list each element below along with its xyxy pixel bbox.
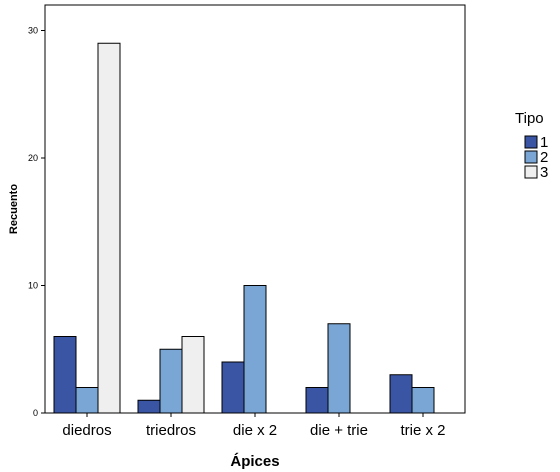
bars-group xyxy=(53,42,435,414)
x-tick-label: diedros xyxy=(62,422,111,439)
bar-series-1-diedros xyxy=(53,336,77,414)
legend-swatch-2 xyxy=(524,150,538,164)
y-tick-label: 30 xyxy=(28,26,38,36)
bar-series-2-trie-x-2 xyxy=(411,387,435,414)
x-tick-label: triedros xyxy=(146,422,196,439)
x-axis: diedros triedros die x 2 die + trie trie x 2 xyxy=(62,413,446,439)
x-tick-label: die x 2 xyxy=(233,422,277,439)
y-tick-label: 0 xyxy=(33,408,38,418)
bar-series-3-triedros xyxy=(181,336,205,414)
bar-series-2-die-trie xyxy=(327,323,351,414)
bar-series-3-diedros xyxy=(97,42,121,414)
legend-swatch-1 xyxy=(524,135,538,149)
y-tick-label: 20 xyxy=(28,153,38,163)
x-tick-label: trie x 2 xyxy=(400,422,445,439)
x-tick-label: die + trie xyxy=(310,422,368,439)
legend-label-1: 1 xyxy=(540,134,548,151)
bar-series-2-triedros xyxy=(159,348,183,414)
bar-series-2-die-x-2 xyxy=(243,285,267,414)
legend-swatch-3 xyxy=(524,165,538,179)
x-axis-title: Ápices xyxy=(230,453,279,470)
bar-series-1-die-trie xyxy=(305,387,329,414)
bar-series-1-triedros xyxy=(137,399,161,414)
legend-title: Tipo xyxy=(515,110,544,127)
legend-label-2: 2 xyxy=(540,149,548,166)
y-axis-title: Recuento xyxy=(8,184,20,234)
legend-label-3: 3 xyxy=(540,164,548,181)
y-tick-label: 10 xyxy=(28,281,38,291)
bar-series-1-die-x-2 xyxy=(221,361,245,414)
y-axis: 0 10 20 30 xyxy=(28,26,45,418)
legend: Tipo 123 xyxy=(515,110,548,181)
bar-series-2-diedros xyxy=(75,387,99,414)
bar-series-1-trie-x-2 xyxy=(389,374,413,414)
